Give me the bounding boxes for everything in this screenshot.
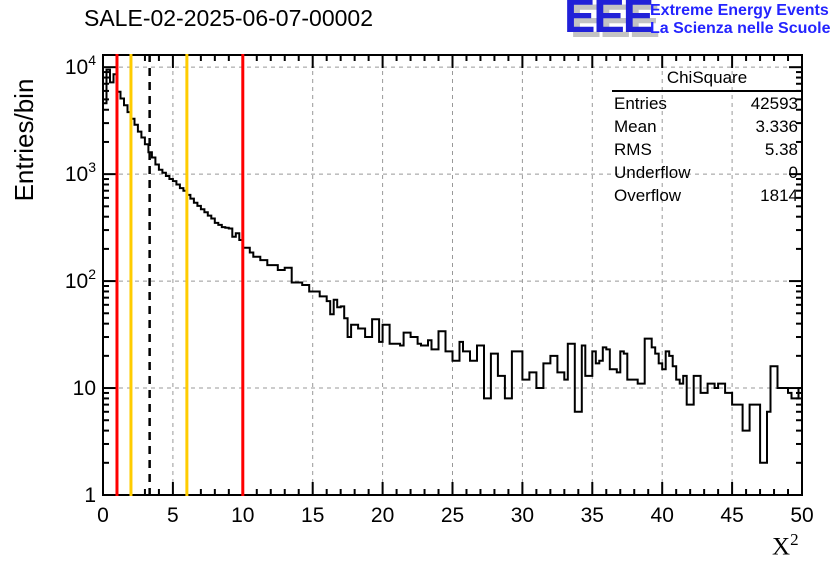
- eee-logo-acronym: EEE EEE: [564, 0, 660, 44]
- stats-value: 3.336: [755, 117, 798, 136]
- stats-label: Underflow: [614, 163, 691, 182]
- stats-value: 42593: [750, 94, 798, 113]
- eee-logo-letters: EEE: [564, 0, 654, 42]
- eee-logo-text: Extreme Energy Events La Scienza nelle S…: [650, 2, 831, 38]
- y-axis-title: Entries/bin: [9, 78, 39, 202]
- stats-row-underflow: Underflow 0: [612, 161, 802, 184]
- x-tick-label: 0: [97, 504, 109, 527]
- x-tick-label: 15: [301, 504, 324, 527]
- stats-label: Mean: [614, 117, 657, 136]
- x-tick-label: 45: [720, 504, 743, 527]
- stats-row-rms: RMS 5.38: [612, 138, 802, 161]
- stats-row-mean: Mean 3.336: [612, 115, 802, 138]
- x-tick-label: 30: [511, 504, 534, 527]
- y-tick-label: 10: [73, 377, 96, 400]
- y-tick-label: 102: [65, 266, 96, 293]
- x-tick-label: 20: [371, 504, 394, 527]
- y-tick-label: 1: [84, 484, 96, 507]
- x-tick-label: 40: [651, 504, 674, 527]
- eee-logo-shadow: EEE: [570, 0, 660, 47]
- stats-value: 0: [788, 163, 798, 182]
- stats-value: 5.38: [764, 140, 798, 159]
- x-tick-label: 50: [790, 504, 813, 527]
- x-tick-label: 35: [581, 504, 604, 527]
- stats-box: ChiSquare Entries 42593 Mean 3.336 RMS 5…: [612, 68, 802, 207]
- stats-row-entries: Entries 42593: [612, 92, 802, 115]
- eee-logo-line1: Extreme Energy Events: [650, 2, 829, 19]
- x-tick-label: 25: [441, 504, 464, 527]
- stats-label: RMS: [614, 140, 652, 159]
- x-tick-label: 10: [231, 504, 254, 527]
- stats-row-overflow: Overflow 1814: [612, 184, 802, 207]
- y-tick-label: 103: [65, 159, 96, 186]
- y-tick-label: 104: [65, 52, 96, 79]
- page-title: SALE-02-2025-06-07-00002: [84, 5, 373, 31]
- histogram-line: [103, 68, 802, 464]
- x-tick-label: 5: [167, 504, 179, 527]
- stats-value: 1814: [760, 186, 798, 205]
- x-axis-title: X2: [772, 530, 799, 561]
- stats-label: Entries: [614, 94, 667, 113]
- stats-title: ChiSquare: [612, 68, 802, 92]
- x-axis-title-exponent: 2: [790, 530, 799, 549]
- eee-logo-line2: La Scienza nelle Scuole: [650, 20, 831, 37]
- stats-label: Overflow: [614, 186, 682, 205]
- x-axis-title-base: X: [772, 533, 791, 561]
